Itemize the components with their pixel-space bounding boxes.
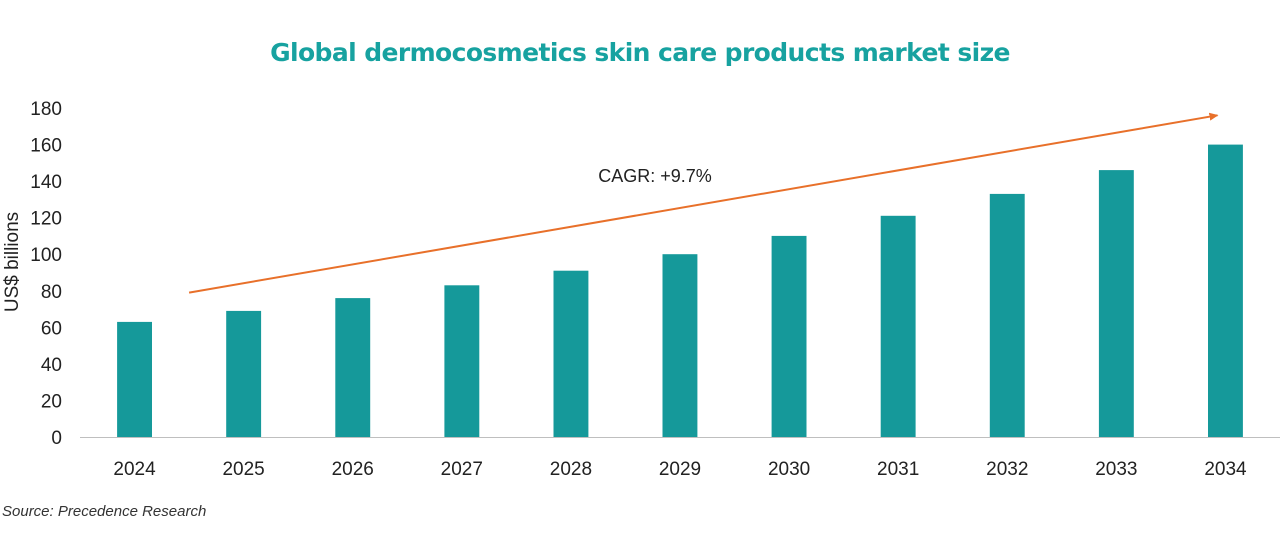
y-tick-label: 0 [51, 428, 62, 449]
x-tick-label: 2025 [222, 459, 264, 480]
x-tick-label: 2024 [113, 459, 156, 480]
bar-2024 [117, 321, 152, 437]
y-tick-label: 60 [41, 318, 62, 339]
x-tick-label: 2031 [877, 459, 919, 480]
bar-2031 [880, 215, 916, 437]
bar-chart: Global dermocosmetics skin care products… [2, 38, 1280, 480]
x-tick-label: 2027 [441, 459, 483, 480]
x-tick-label: 2026 [332, 459, 374, 480]
x-tick-label: 2029 [659, 459, 701, 480]
y-tick-label: 80 [41, 282, 62, 303]
bar-2025 [226, 310, 262, 437]
bar-2026 [335, 298, 371, 437]
y-tick-label: 40 [41, 355, 62, 376]
source-note: Source: Precedence Research [2, 503, 207, 520]
bars-group [117, 144, 1243, 437]
x-tick-label: 2028 [550, 459, 592, 480]
chart-title: Global dermocosmetics skin care products… [270, 38, 1010, 67]
bar-2034 [1208, 144, 1243, 437]
x-tick-label: 2032 [986, 459, 1028, 480]
y-axis-ticks: 0 20 40 60 80 100 120 140 160 180 [30, 99, 62, 449]
x-tick-label: 2033 [1095, 459, 1137, 480]
y-axis-label: US$ billions [2, 212, 23, 312]
bar-2028 [553, 270, 589, 437]
y-tick-label: 120 [30, 209, 62, 230]
x-tick-label: 2034 [1204, 459, 1247, 480]
y-tick-label: 20 [41, 391, 62, 412]
y-tick-label: 160 [30, 136, 62, 157]
bar-2027 [444, 285, 480, 437]
bar-2032 [989, 193, 1025, 437]
y-tick-label: 180 [30, 99, 62, 120]
bar-2033 [1098, 170, 1134, 437]
x-tick-label: 2030 [768, 459, 810, 480]
bar-2030 [771, 235, 807, 437]
bar-2029 [662, 254, 698, 437]
cagr-annotation: CAGR: +9.7% [598, 166, 712, 186]
cagr-trend-arrow [188, 112, 1219, 294]
y-tick-label: 140 [30, 172, 62, 193]
x-axis-ticks: 2024 2025 2026 2027 2028 2029 2030 2031 2032 2033… [113, 459, 1247, 480]
y-tick-label: 100 [30, 245, 62, 266]
